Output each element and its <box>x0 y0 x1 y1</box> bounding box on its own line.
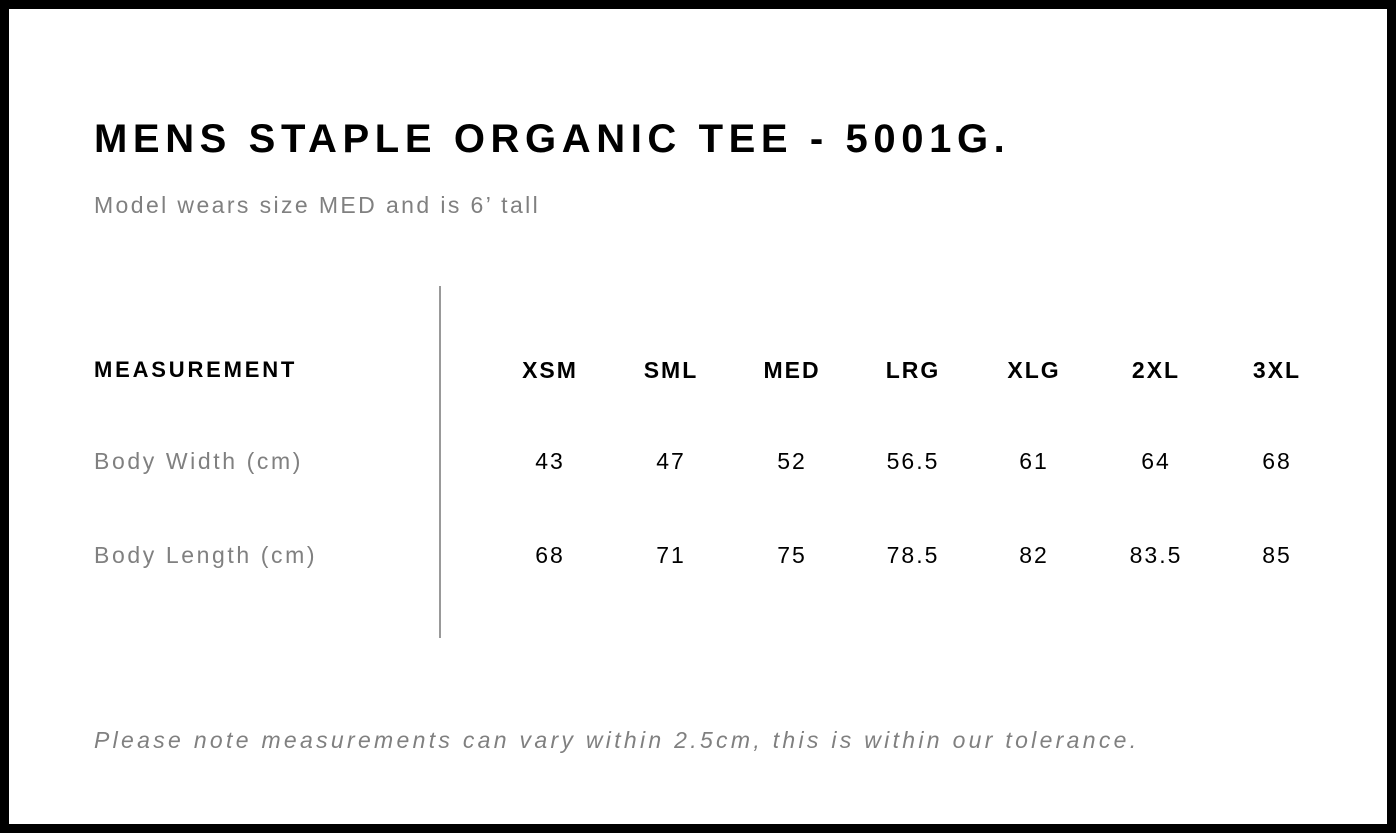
size-header-3xl: 3XL <box>1252 357 1302 383</box>
row-label: Body Length (cm) <box>94 542 318 568</box>
table-cell: 83.5 <box>1129 542 1183 568</box>
table-cell: 68 <box>1262 448 1292 474</box>
table-cell: 64 <box>1141 448 1171 474</box>
table-cell: 78.5 <box>886 542 940 568</box>
table-cell: 56.5 <box>886 448 940 474</box>
table-cell: 43 <box>535 448 565 474</box>
tolerance-note: Please note measurements can vary within… <box>94 727 1140 753</box>
size-header-xlg: XLG <box>1007 357 1061 383</box>
table-cell: 75 <box>777 542 807 568</box>
table-cell: 61 <box>1019 448 1049 474</box>
column-divider <box>439 286 441 638</box>
table-cell: 47 <box>656 448 686 474</box>
size-header-med: MED <box>763 357 821 383</box>
table-cell: 71 <box>656 542 686 568</box>
row-label: Body Width (cm) <box>94 448 303 474</box>
size-header-lrg: LRG <box>885 357 941 383</box>
table-cell: 68 <box>535 542 565 568</box>
measurement-header: MEASUREMENT <box>94 357 298 382</box>
table-cell: 85 <box>1262 542 1292 568</box>
size-header-sml: SML <box>643 357 699 383</box>
size-header-xsm: XSM <box>522 357 578 383</box>
table-cell: 52 <box>777 448 807 474</box>
subtitle: Model wears size MED and is 6’ tall <box>94 192 541 218</box>
page-title: MENS STAPLE ORGANIC TEE - 5001G. <box>94 117 1011 161</box>
table-cell: 82 <box>1019 542 1049 568</box>
size-header-2xl: 2XL <box>1131 357 1181 383</box>
size-chart-card: MENS STAPLE ORGANIC TEE - 5001G. Model w… <box>9 9 1387 824</box>
